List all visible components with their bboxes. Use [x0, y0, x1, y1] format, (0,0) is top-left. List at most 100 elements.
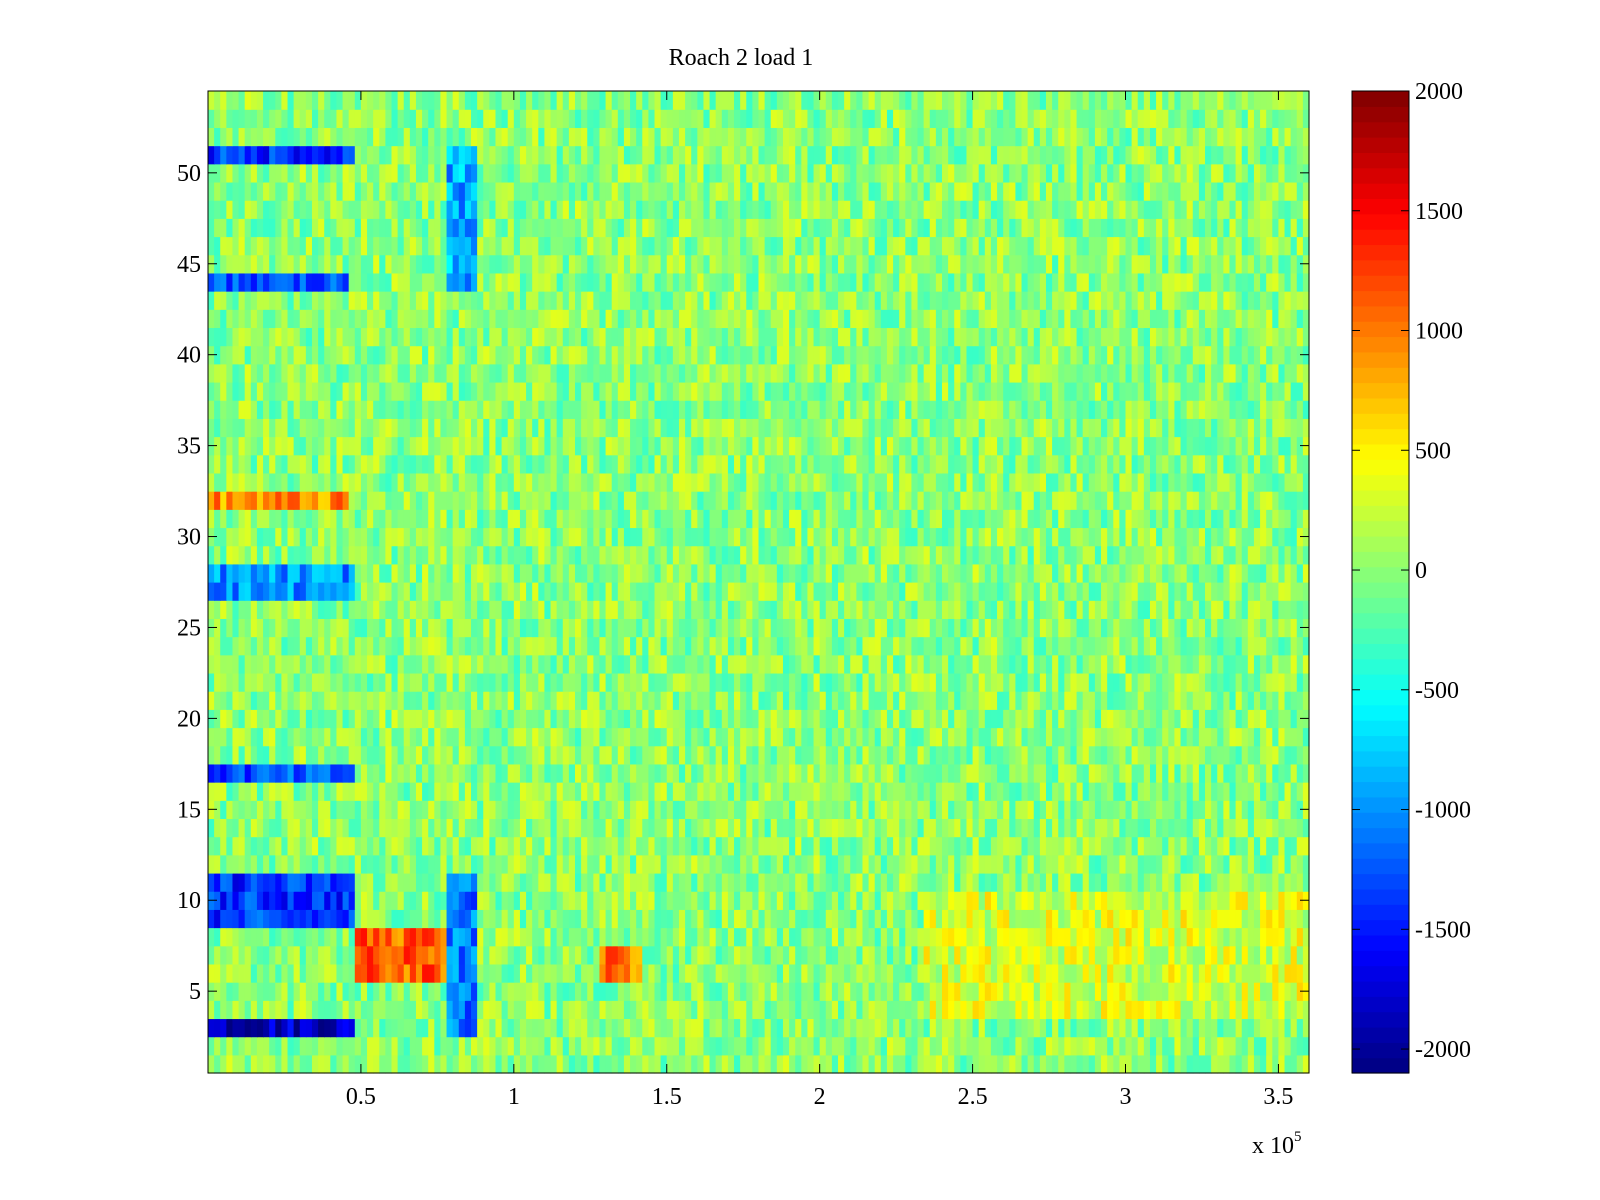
heatmap-cell	[1015, 945, 1023, 965]
heatmap-cell	[575, 563, 582, 583]
heatmap-cell	[831, 745, 839, 765]
heatmap-cell	[1058, 836, 1065, 856]
heatmap-cell	[617, 782, 625, 801]
heatmap-cell	[489, 1000, 497, 1020]
heatmap-cell	[397, 582, 405, 601]
heatmap-cell	[1198, 1018, 1206, 1038]
heatmap-cell	[489, 763, 497, 783]
heatmap-cell	[709, 582, 717, 601]
heatmap-cell	[1125, 654, 1133, 674]
heatmap-cell	[299, 909, 307, 929]
heatmap-cell	[1260, 636, 1267, 656]
heatmap-cell	[1198, 636, 1206, 656]
heatmap-cell	[880, 1054, 888, 1074]
heatmap-cell	[489, 800, 497, 820]
heatmap-cell	[275, 927, 282, 947]
heatmap-cell	[489, 963, 497, 983]
heatmap-cell	[1174, 618, 1182, 638]
heatmap-cell	[819, 672, 827, 692]
heatmap-cell	[311, 691, 319, 710]
heatmap-cell	[838, 1000, 845, 1020]
heatmap-cell	[477, 727, 484, 747]
heatmap-cell	[1003, 582, 1010, 601]
heatmap-cell	[342, 654, 350, 674]
heatmap-cell	[1241, 782, 1249, 801]
heatmap-cell	[1064, 836, 1072, 856]
heatmap-cell	[844, 727, 851, 747]
heatmap-cell	[305, 672, 313, 692]
heatmap-cell	[483, 709, 490, 729]
heatmap-cell	[862, 1000, 870, 1020]
heatmap-cell	[880, 727, 888, 747]
heatmap-cell	[678, 636, 686, 656]
heatmap-cell	[1205, 582, 1212, 601]
heatmap-cell	[966, 654, 974, 674]
heatmap-cell	[287, 836, 295, 856]
heatmap-cell	[801, 818, 809, 838]
heatmap-cell	[789, 672, 796, 692]
heatmap-cell	[1241, 854, 1249, 874]
heatmap-cell	[587, 818, 594, 838]
heatmap-cell	[495, 582, 503, 601]
heatmap-cell	[715, 672, 723, 692]
heatmap-cell	[581, 836, 588, 856]
heatmap-cell	[1125, 818, 1133, 838]
heatmap-cell	[819, 727, 827, 747]
heatmap-cell	[954, 854, 961, 874]
heatmap-cell	[214, 836, 221, 856]
heatmap-cell	[587, 763, 594, 783]
heatmap-cell	[776, 836, 784, 856]
heatmap-cell	[770, 872, 778, 892]
heatmap-cell	[208, 818, 215, 838]
heatmap-cell	[911, 1036, 919, 1056]
heatmap-cell	[1168, 1054, 1176, 1074]
heatmap-cell	[746, 636, 753, 656]
heatmap-cell	[1021, 763, 1029, 783]
heatmap-cell	[831, 782, 839, 801]
heatmap-cell	[348, 745, 356, 765]
heatmap-cell	[1247, 709, 1255, 729]
heatmap-cell	[305, 1018, 313, 1038]
heatmap-cell	[348, 909, 356, 929]
heatmap-cell	[709, 600, 717, 619]
heatmap-cell	[997, 745, 1004, 765]
heatmap-cell	[862, 709, 870, 729]
heatmap-row	[208, 654, 1310, 674]
heatmap-cell	[1119, 582, 1127, 601]
heatmap-cell	[1247, 836, 1255, 856]
heatmap-cell	[1101, 782, 1108, 801]
heatmap-cell	[464, 672, 472, 692]
heatmap-cell	[758, 636, 766, 656]
heatmap-cell	[782, 963, 790, 983]
heatmap-cell	[367, 818, 374, 838]
heatmap-cell	[1052, 636, 1059, 656]
heatmap-cell	[648, 727, 656, 747]
heatmap-cell	[244, 800, 252, 820]
heatmap-cell	[1119, 927, 1127, 947]
heatmap-cell	[935, 891, 943, 910]
heatmap-cell	[678, 891, 686, 910]
heatmap-cell	[526, 1018, 533, 1038]
heatmap-cell	[1021, 672, 1029, 692]
heatmap-cell	[422, 782, 429, 801]
heatmap-cell	[1021, 909, 1029, 929]
heatmap-cell	[997, 763, 1004, 783]
heatmap-cell	[269, 618, 276, 638]
heatmap-cell	[942, 891, 949, 910]
heatmap-cell	[795, 1036, 802, 1056]
heatmap-cell	[1168, 582, 1176, 601]
heatmap-cell	[495, 800, 503, 820]
heatmap-cell	[403, 618, 411, 638]
heatmap-cell	[1131, 745, 1139, 765]
heatmap-cell	[1082, 763, 1090, 783]
heatmap-cell	[776, 1036, 784, 1056]
heatmap-cell	[1101, 800, 1108, 820]
heatmap-cell	[550, 1054, 558, 1074]
heatmap-cell	[899, 927, 906, 947]
heatmap-cell	[281, 618, 289, 638]
heatmap-cell	[311, 927, 319, 947]
heatmap-cell	[764, 800, 772, 820]
heatmap-cell	[360, 600, 368, 619]
heatmap-cell	[360, 909, 368, 929]
heatmap-cell	[1058, 782, 1065, 801]
